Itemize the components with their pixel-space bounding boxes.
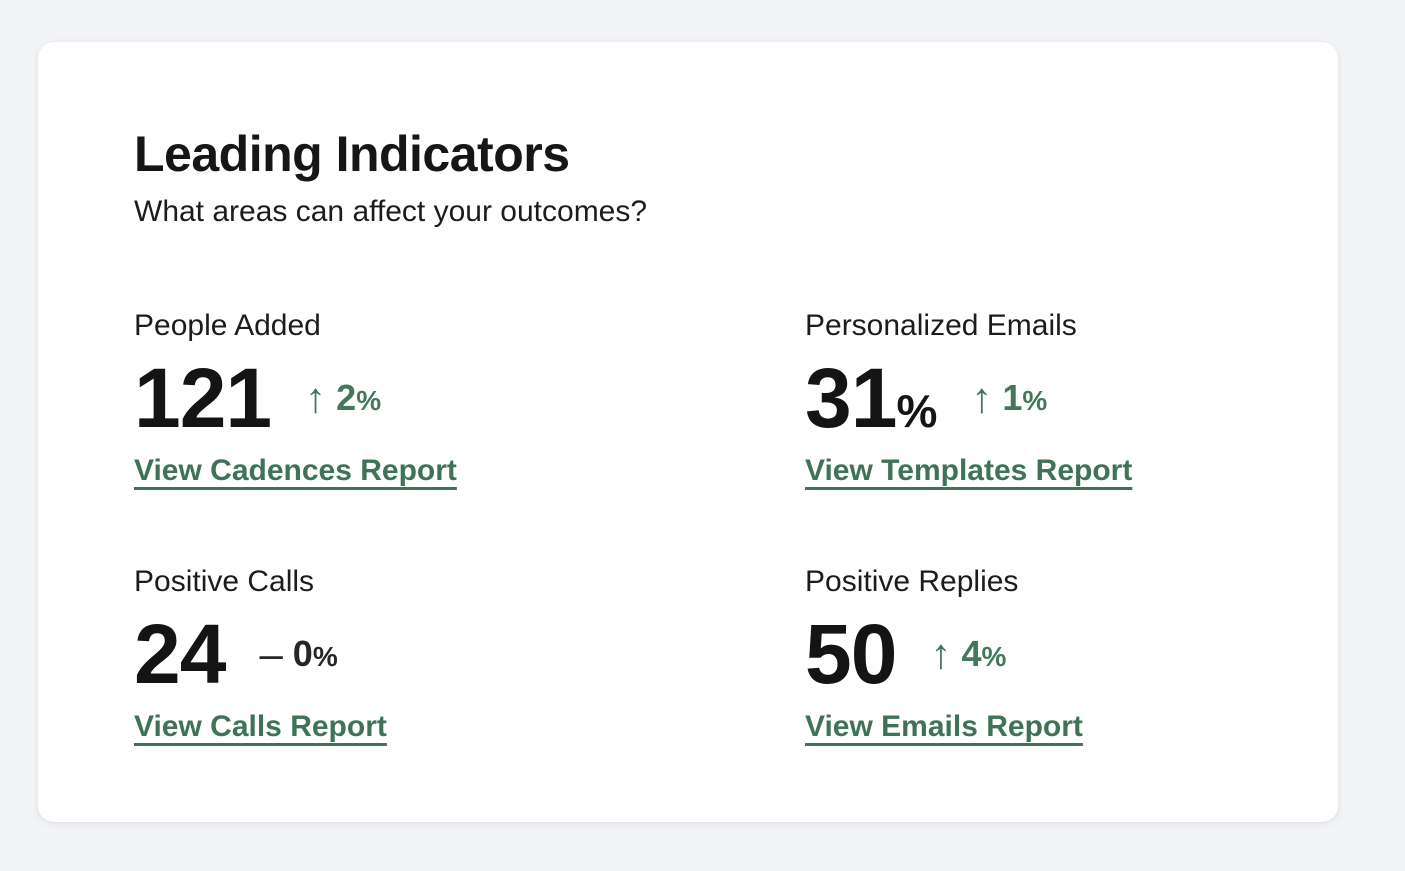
- metric-delta-value: 2%: [336, 376, 382, 418]
- metric-value-number: 50: [805, 606, 897, 701]
- metric-value-number: 121: [134, 350, 272, 445]
- metric-people-added: People Added 121 ↑ 2% View Cadences Repo…: [134, 308, 805, 488]
- metric-delta-value: 4%: [961, 632, 1007, 674]
- metric-value: 121: [134, 356, 272, 440]
- metric-delta: ↑ 1%: [971, 373, 1048, 421]
- metrics-grid: People Added 121 ↑ 2% View Cadences Repo…: [134, 308, 1242, 744]
- metric-positive-calls: Positive Calls 24 – 0% View Calls Report: [134, 564, 805, 744]
- metric-label: Personalized Emails: [805, 308, 1077, 342]
- metric-link-row: View Calls Report: [134, 710, 805, 744]
- metric-value-row: 50 ↑ 4%: [805, 612, 1242, 696]
- metric-link-row: View Emails Report: [805, 710, 1242, 744]
- metric-delta: ↑ 2%: [305, 373, 382, 421]
- card-title: Leading Indicators: [134, 126, 570, 182]
- metric-label: Positive Replies: [805, 564, 1019, 598]
- up-arrow-icon: ↑: [971, 373, 993, 421]
- leading-indicators-card: Leading Indicators What areas can affect…: [38, 42, 1338, 822]
- view-calls-report-link[interactable]: View Calls Report: [134, 709, 387, 743]
- metric-link-row: View Templates Report: [805, 454, 1242, 488]
- metric-positive-replies: Positive Replies 50 ↑ 4% View Emails Rep…: [805, 564, 1242, 744]
- metric-personalized-emails: Personalized Emails 31% ↑ 1% View Templa…: [805, 308, 1242, 488]
- metric-link-row: View Cadences Report: [134, 454, 805, 488]
- metric-label: People Added: [134, 308, 321, 342]
- metric-delta-value: 0%: [292, 632, 338, 674]
- dash-icon: –: [259, 629, 283, 677]
- metric-value: 50: [805, 612, 897, 696]
- metric-value-row: 24 – 0%: [134, 612, 805, 696]
- card-subtitle: What areas can affect your outcomes?: [134, 194, 648, 228]
- metric-value: 24: [134, 612, 226, 696]
- metric-value-number: 31: [805, 350, 897, 445]
- metric-label: Positive Calls: [134, 564, 315, 598]
- view-templates-report-link[interactable]: View Templates Report: [805, 453, 1133, 487]
- up-arrow-icon: ↑: [305, 373, 327, 421]
- view-emails-report-link[interactable]: View Emails Report: [805, 709, 1083, 743]
- up-arrow-icon: ↑: [930, 629, 952, 677]
- metric-delta: – 0%: [259, 629, 338, 677]
- metric-delta: ↑ 4%: [930, 629, 1007, 677]
- metric-value-suffix: %: [896, 384, 938, 437]
- metric-value: 31%: [805, 356, 937, 440]
- metric-value-row: 31% ↑ 1%: [805, 356, 1242, 440]
- view-cadences-report-link[interactable]: View Cadences Report: [134, 453, 457, 487]
- metric-value-number: 24: [134, 606, 226, 701]
- metric-value-row: 121 ↑ 2%: [134, 356, 805, 440]
- metric-delta-value: 1%: [1002, 376, 1048, 418]
